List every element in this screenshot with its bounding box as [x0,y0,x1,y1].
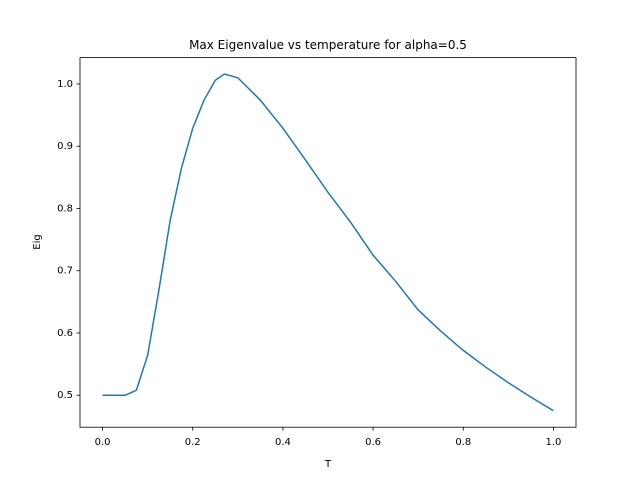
plot-frame [79,57,577,428]
x-tick-label: 1.0 [546,437,562,448]
y-tick-label: 0.5 [57,390,73,401]
y-axis-label: Eig [32,234,43,249]
y-tick-label: 0.6 [57,328,73,339]
x-tick-label: 0.6 [365,437,381,448]
y-tick-label: 0.7 [57,266,73,277]
x-tick-label: 0.8 [455,437,471,448]
y-tick-label: 1.0 [57,79,73,90]
y-tick-label: 0.9 [57,141,73,152]
x-tick-label: 0.4 [275,437,291,448]
chart-title: Max Eigenvalue vs temperature for alpha=… [189,38,467,52]
x-tick-label: 0.0 [95,437,111,448]
data-line [102,73,554,412]
y-tick-label: 0.8 [57,203,73,214]
x-axis-label: T [324,459,332,470]
x-tick-label: 0.2 [185,437,201,448]
